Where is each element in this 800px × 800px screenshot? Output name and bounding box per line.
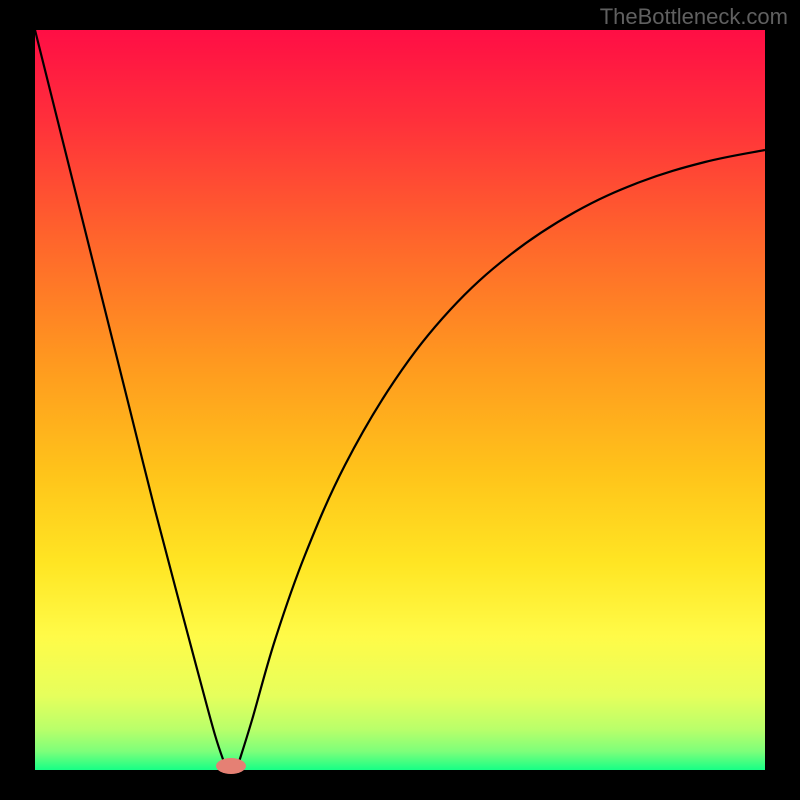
chart-container: { "watermark": "TheBottleneck.com", "can… [0, 0, 800, 800]
plot-background [35, 30, 765, 770]
chart-svg [0, 0, 800, 800]
watermark-text: TheBottleneck.com [600, 4, 788, 30]
minimum-marker [216, 758, 246, 774]
